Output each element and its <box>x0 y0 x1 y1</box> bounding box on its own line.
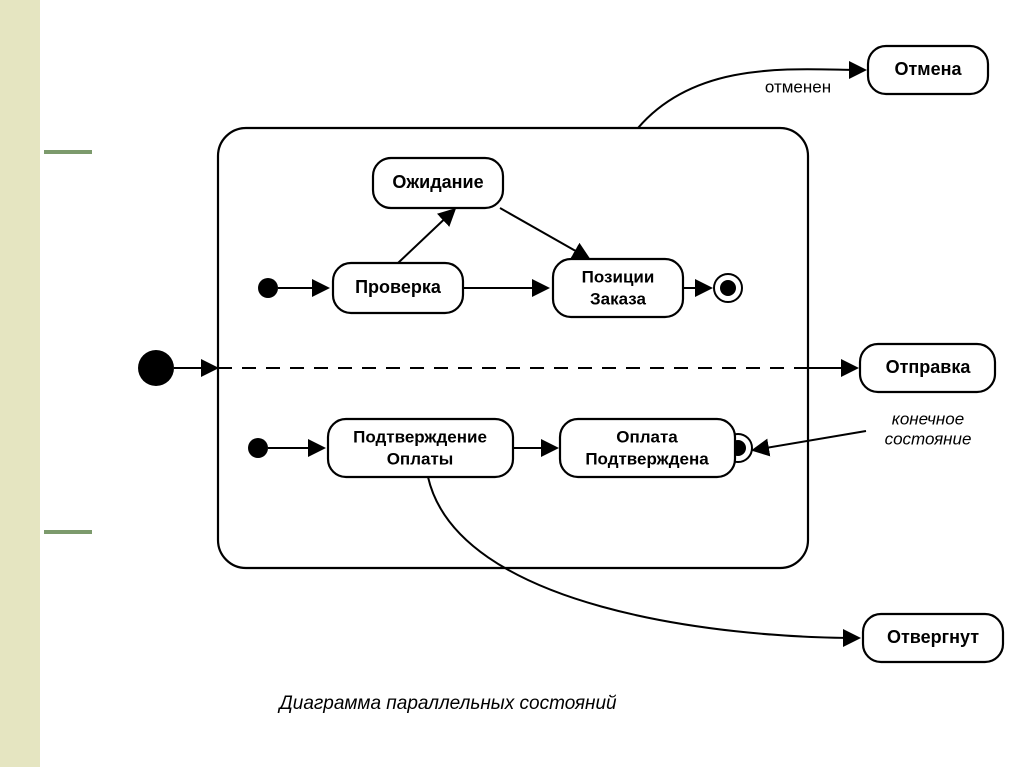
state-checking-label: Проверка <box>355 277 442 297</box>
note-final-line1: конечное <box>892 409 964 428</box>
state-payconf-label-1: Подтверждение <box>353 427 487 446</box>
initial-state-upper <box>258 278 278 298</box>
accent-stripe-top <box>44 150 92 154</box>
state-paid-label-2: Подтверждена <box>585 449 709 468</box>
state-pay-confirmation: Подтверждение Оплаты <box>328 419 513 477</box>
state-positions-label-1: Позиции <box>582 267 655 286</box>
state-paid-label-1: Оплата <box>616 427 678 446</box>
diagram-canvas: Ожидание Проверка Позиции Заказа Подтвер… <box>98 8 1016 728</box>
state-waiting: Ожидание <box>373 158 503 208</box>
state-dispatch-label: Отправка <box>886 357 972 377</box>
initial-state-main <box>138 350 174 386</box>
left-decorative-band <box>0 0 40 767</box>
state-positions: Позиции Заказа <box>553 259 683 317</box>
note-final-line2: состояние <box>885 429 972 448</box>
state-checking: Проверка <box>333 263 463 313</box>
state-cancel-label: Отмена <box>894 59 962 79</box>
state-rejected: Отвергнут <box>863 614 1003 662</box>
state-diagram-svg: Ожидание Проверка Позиции Заказа Подтвер… <box>98 8 1016 728</box>
initial-state-lower <box>248 438 268 458</box>
state-rejected-label: Отвергнут <box>887 627 979 647</box>
state-paid: Оплата Подтверждена <box>560 419 735 477</box>
state-waiting-label: Ожидание <box>392 172 483 192</box>
state-payconf-label-2: Оплаты <box>387 449 454 468</box>
superstate-container <box>218 128 808 568</box>
state-dispatch: Отправка <box>860 344 995 392</box>
accent-stripe-bottom <box>44 530 92 534</box>
edge-label-cancelled: отменен <box>765 77 831 96</box>
state-cancel: Отмена <box>868 46 988 94</box>
state-positions-label-2: Заказа <box>590 289 647 308</box>
diagram-caption: Диаграмма параллельных состояний <box>277 693 617 714</box>
